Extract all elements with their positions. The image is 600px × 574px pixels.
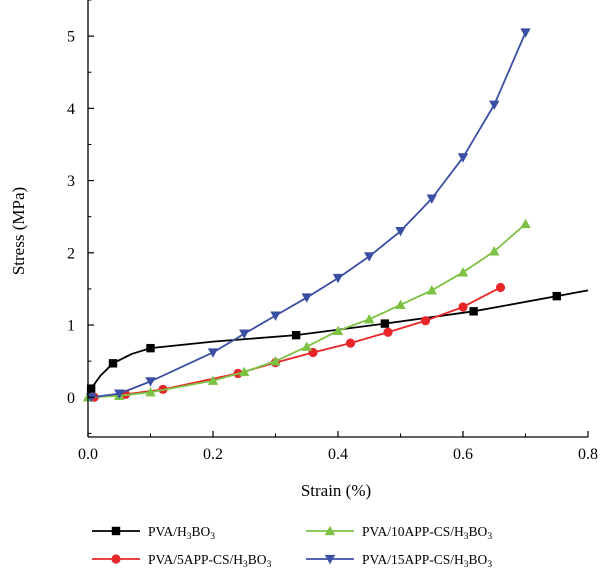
data-point [332,273,344,284]
series-1 [86,289,589,398]
data-point [145,387,156,397]
data-point [301,341,312,351]
data-point [520,28,531,38]
data-point [364,314,375,324]
data-point [495,282,506,293]
data-point [270,355,281,366]
legend-entry-4: PVA/15APP-CS/H3BO3 [306,552,492,570]
legend: PVA/H3BO3 PVA/5APP-CS/H3BO3 PVA/10APP-CS/H… [92,524,492,570]
y-tick-label: 1 [67,318,75,335]
data-point [108,359,118,368]
data-point [145,377,156,387]
legend-marker [324,525,336,536]
data-point [114,389,125,399]
legend-label: PVA/H3BO3 [148,524,215,542]
data-point [395,226,406,237]
x-tick-label: 0.0 [78,446,98,463]
data-point [146,343,155,353]
data-point [426,194,437,204]
data-point [332,325,344,335]
data-point [520,218,531,229]
y-tick-label: 3 [67,173,75,190]
legend-entry-2: PVA/5APP-CS/H3BO3 [92,552,272,570]
x-tick-label: 0.8 [578,446,598,463]
series-line [87,289,589,398]
y-tick-label: 0 [67,390,75,407]
data-point [457,267,469,277]
data-point [207,348,219,358]
y-tick-label: 2 [67,245,75,262]
series-line [87,223,527,399]
x-tick-label: 0.2 [203,446,223,463]
x-tick-label: 0.4 [328,446,348,463]
data-point [380,319,390,328]
x-axis-title: Strain (%) [301,481,371,500]
legend-marker [111,554,121,564]
data-point [383,327,393,337]
data-point [489,246,500,256]
data-point [207,375,219,385]
axes-layer: 0.0 0.2 0.4 0.6 0.8 0 1 2 3 4 5 [67,0,598,463]
legend-entry-3: PVA/10APP-CS/H3BO3 [306,524,492,542]
legend-label: PVA/15APP-CS/H3BO3 [362,552,492,570]
data-point [489,100,500,110]
data-point [426,285,437,295]
data-point [301,293,312,303]
x-tick-label: 0.6 [453,446,473,463]
data-point [395,299,406,309]
data-point [270,311,281,321]
data-point [552,291,561,301]
legend-marker [111,526,121,536]
data-point [291,330,301,340]
data-point [364,252,375,262]
data-point [239,329,250,339]
data-point [458,302,468,312]
legend-label: PVA/10APP-CS/H3BO3 [362,524,492,542]
data-point [239,366,250,377]
data-point [457,153,469,163]
y-axis-title: Stress (MPa) [9,187,28,275]
data-point [469,307,478,316]
legend-marker [324,554,336,565]
series-layer [82,28,589,403]
y-tick-label: 5 [67,29,75,46]
legend-label: PVA/5APP-CS/H3BO3 [148,552,272,570]
data-point [420,316,431,326]
series-4 [85,28,531,403]
legend-entry-1: PVA/H3BO3 [92,524,215,542]
y-tick-label: 4 [67,101,75,118]
data-point [86,384,96,393]
data-point [345,338,356,348]
